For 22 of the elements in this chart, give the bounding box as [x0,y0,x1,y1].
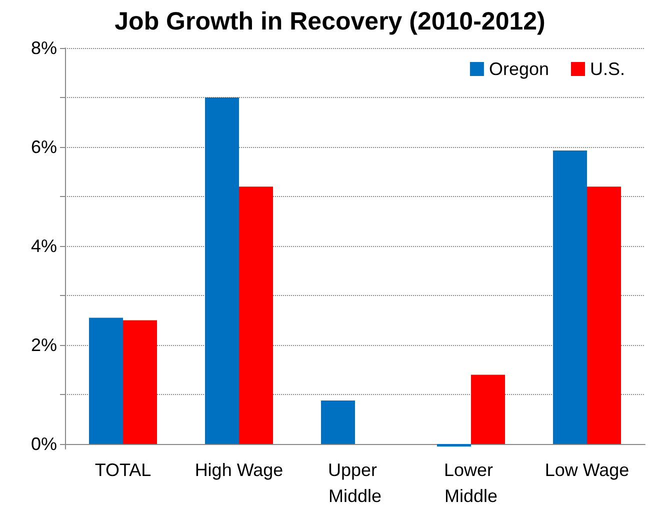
y-tick-label: 8% [30,38,57,58]
bar [587,186,621,444]
bar [123,320,157,444]
x-tick-label: Low Wage [544,460,630,480]
bar [239,186,273,444]
x-tick-label: TOTAL [94,460,152,480]
bar [205,98,239,444]
chart-title: Job Growth in Recovery (2010-2012) [114,8,546,36]
x-tick-label: Lower Middle [444,460,498,506]
y-tick-label: 6% [30,137,57,158]
x-tick-label: Upper Middle [328,460,382,506]
bar [89,318,123,444]
y-tick-label: 4% [30,236,57,256]
bar [437,444,471,447]
bar [471,374,505,444]
y-tick-label: 2% [30,335,57,356]
legend-label: U.S. [590,59,626,79]
legend-label: Oregon [488,59,549,79]
bar [321,400,355,444]
bar [553,150,587,444]
x-tick-label: High Wage [194,460,284,480]
y-tick-label: 0% [30,434,57,454]
